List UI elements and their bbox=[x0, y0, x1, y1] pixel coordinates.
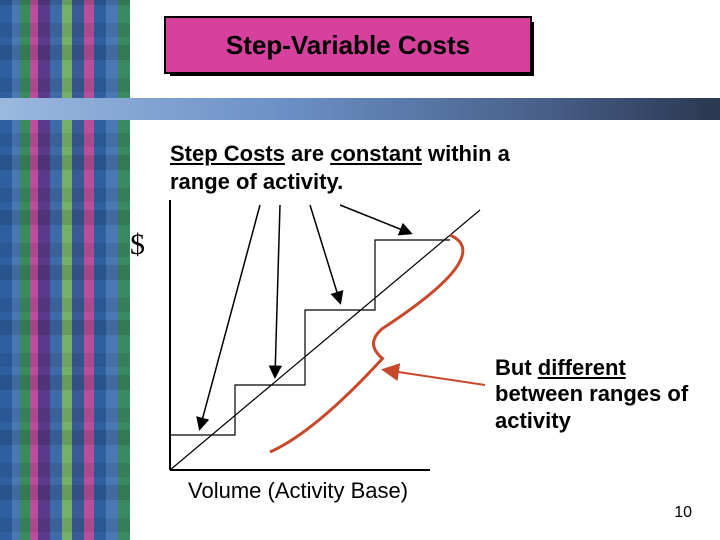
x-axis-label: Volume (Activity Base) bbox=[188, 478, 408, 504]
callout-different: different bbox=[538, 355, 626, 380]
step-chart bbox=[150, 180, 510, 480]
callout-pre: But bbox=[495, 355, 538, 380]
callout-post: between ranges of activity bbox=[495, 381, 688, 432]
page-number: 10 bbox=[674, 504, 692, 522]
callout-text: But different between ranges of activity bbox=[495, 355, 705, 434]
desc-mid1: are bbox=[285, 141, 330, 166]
y-axis-label: $ bbox=[130, 228, 145, 262]
slide-title: Step-Variable Costs bbox=[164, 16, 532, 74]
gradient-divider-bar bbox=[0, 98, 720, 120]
plaid-sidebar-decoration bbox=[0, 0, 130, 540]
desc-constant: constant bbox=[330, 141, 422, 166]
desc-step-costs: Step Costs bbox=[170, 141, 285, 166]
